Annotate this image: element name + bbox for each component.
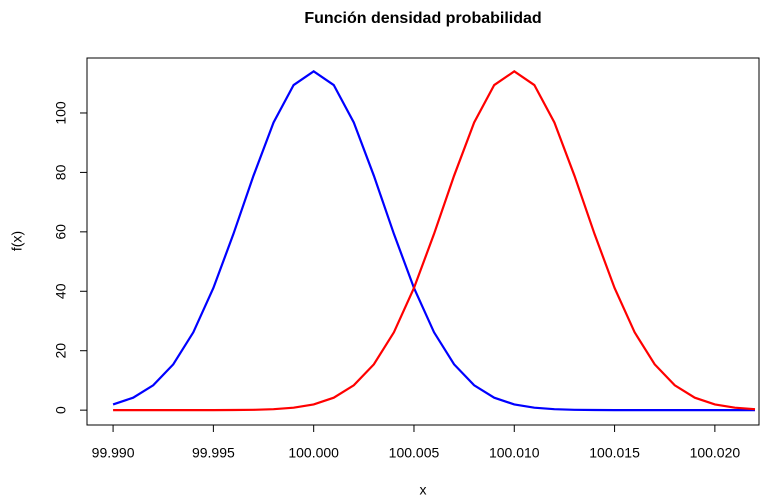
chart-title: Función densidad probabilidad — [304, 10, 541, 27]
x-tick-label: 99.995 — [192, 445, 235, 461]
y-tick-label: 60 — [53, 224, 69, 240]
y-tick-label: 20 — [53, 343, 69, 359]
x-tick-label: 100.005 — [389, 445, 440, 461]
density-line — [112, 70, 755, 412]
x-tick-label: 100.020 — [690, 445, 741, 461]
y-axis-label: f(x) — [9, 231, 25, 251]
y-tick-label: 80 — [53, 164, 69, 180]
x-tick-label: 100.010 — [489, 445, 540, 461]
x-tick-label: 100.000 — [288, 445, 339, 461]
density-line — [113, 70, 756, 412]
y-tick-label: 0 — [53, 406, 69, 414]
y-tick-label: 100 — [53, 101, 69, 125]
x-axis-label: x — [420, 482, 427, 498]
x-tick-label: 99.990 — [92, 445, 135, 461]
plot-frame — [86, 57, 760, 426]
y-tick-label: 40 — [53, 283, 69, 299]
x-tick-label: 100.015 — [589, 445, 640, 461]
